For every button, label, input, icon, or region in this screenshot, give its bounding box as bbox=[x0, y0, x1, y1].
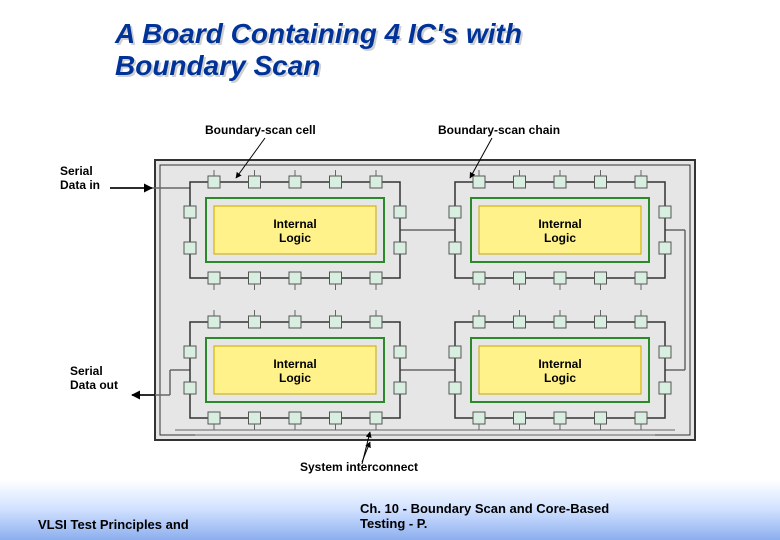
svg-text:Logic: Logic bbox=[544, 371, 576, 385]
footer-left: VLSI Test Principles and bbox=[38, 517, 189, 532]
label-bscan-cell: Boundary-scan cell bbox=[205, 123, 316, 137]
boundary-scan-diagram: InternalLogicInternalLogicInternalLogicI… bbox=[60, 120, 700, 480]
svg-text:Internal: Internal bbox=[273, 357, 316, 371]
label-bscan-chain: Boundary-scan chain bbox=[438, 123, 560, 137]
slide-title: A Board Containing 4 IC's with Boundary … bbox=[115, 18, 522, 82]
title-line-2: Boundary Scan bbox=[115, 50, 320, 81]
svg-text:Internal: Internal bbox=[538, 217, 581, 231]
title-line-1: A Board Containing 4 IC's with bbox=[115, 18, 522, 49]
label-serial-out: Serial Data out bbox=[70, 364, 118, 392]
label-serial-in: Serial Data in bbox=[60, 164, 100, 192]
footer-right: Ch. 10 - Boundary Scan and Core-Based Te… bbox=[360, 501, 609, 532]
slide: { "title_line1": "A Board Containing 4 I… bbox=[0, 0, 780, 540]
svg-text:Logic: Logic bbox=[279, 231, 311, 245]
svg-text:Logic: Logic bbox=[544, 231, 576, 245]
svg-text:Internal: Internal bbox=[273, 217, 316, 231]
diagram-svg: InternalLogicInternalLogicInternalLogicI… bbox=[60, 120, 700, 480]
svg-text:Logic: Logic bbox=[279, 371, 311, 385]
label-interconnect: System interconnect bbox=[300, 460, 418, 474]
svg-text:Internal: Internal bbox=[538, 357, 581, 371]
